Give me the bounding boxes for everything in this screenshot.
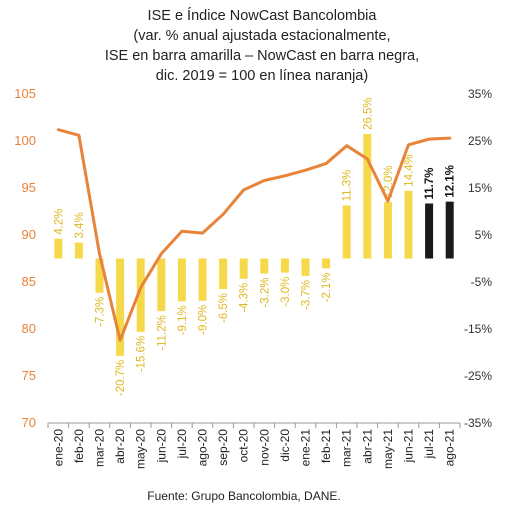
category-label: abr-21	[360, 429, 374, 464]
right-axis-tick-label: -35%	[464, 416, 492, 430]
source-note: Fuente: Grupo Bancolombia, DANE.	[147, 489, 340, 503]
title-line-3: ISE en barra amarilla – NowCast en barra…	[105, 48, 419, 64]
category-label: abr-20	[113, 429, 127, 464]
ise-bar	[74, 242, 83, 259]
ise-bar	[383, 202, 392, 259]
ise-bar	[301, 258, 310, 276]
ise-bar	[280, 258, 289, 273]
bar-value-label: 12.1%	[445, 165, 457, 198]
bar-labels-group: 4.2% 3.4% -7.3% -20.7% -15.6% -11.2% -9.1% -9.0…	[53, 97, 456, 396]
bar-value-label: -3.2%	[259, 278, 271, 308]
bar-value-label: -2.1%	[321, 272, 333, 302]
category-label: oct-20	[237, 429, 251, 463]
bar-value-label: 14.4%	[404, 154, 416, 187]
right-axis-tick-label: -5%	[471, 275, 493, 289]
category-label: feb-20	[72, 429, 86, 463]
bar-value-label: -4.3%	[239, 283, 251, 313]
ise-bar	[157, 258, 166, 312]
bar-value-label: -11.2%	[156, 315, 168, 351]
bar-value-label: -20.7%	[115, 360, 127, 396]
left-axis-tick-label: 90	[22, 227, 36, 242]
category-label: jul-21	[422, 429, 436, 460]
bar-value-label: 11.7%	[424, 168, 436, 200]
category-labels-group: ene-20 feb-20 mar-20 abr-20 may-20 jun-20 jul-…	[51, 429, 456, 469]
title-line-2: (var. % anual ajustada estacionalmente,	[133, 28, 390, 44]
category-label: feb-21	[319, 429, 333, 463]
bar-value-label: -6.5%	[218, 293, 230, 323]
bar-value-label: 3.4%	[74, 212, 86, 238]
right-axis-tick-label: -25%	[464, 369, 492, 383]
category-label: jun-20	[154, 429, 168, 464]
left-axis-tick-label: 85	[22, 274, 36, 289]
left-axis-tick-label: 70	[22, 415, 36, 430]
ise-bar	[342, 205, 351, 259]
left-axis: 70 75 80 85 90 95 100 105	[14, 86, 36, 430]
category-label: may-21	[381, 429, 395, 469]
left-axis-tick-label: 95	[22, 180, 36, 195]
ise-bar	[177, 258, 186, 302]
category-label: nov-20	[257, 429, 271, 466]
ise-bar	[260, 258, 269, 274]
right-axis-tick-label: 35%	[468, 87, 492, 101]
right-axis-tick-label: -15%	[464, 322, 492, 336]
bar-value-label: -9.0%	[198, 305, 210, 335]
bar-value-label: -3.7%	[301, 280, 313, 310]
bar-value-label: 4.2%	[53, 209, 65, 235]
ise-bar	[136, 258, 145, 332]
line-series-group	[56, 128, 452, 342]
bar-value-label: -3.0%	[280, 277, 292, 307]
nowcast-bar	[445, 201, 454, 259]
bars-group	[54, 133, 454, 356]
category-label: ago-20	[196, 429, 210, 467]
category-label: jun-21	[402, 429, 416, 464]
nowcast-bar	[425, 203, 434, 259]
x-ticks-group	[47, 423, 461, 428]
category-label: mar-21	[340, 429, 354, 467]
ise-bar	[198, 258, 207, 301]
bar-value-label: -9.1%	[177, 305, 189, 335]
category-label: mar-20	[93, 429, 107, 467]
category-label: ene-21	[299, 429, 313, 467]
left-axis-tick-label: 105	[14, 86, 36, 101]
ise-bar	[219, 258, 228, 290]
title-line-1: ISE e Índice NowCast Bancolombia	[148, 7, 378, 24]
ise-bar	[116, 258, 125, 356]
ise-bar	[363, 133, 372, 259]
bar-value-label: -7.3%	[95, 297, 107, 327]
category-label: ago-21	[443, 429, 457, 467]
category-label: ene-20	[51, 429, 65, 467]
category-label: sep-20	[216, 429, 230, 466]
ise-bar	[322, 258, 331, 269]
chart-title: ISE e Índice NowCast Bancolombia (var. %…	[105, 7, 419, 84]
index-line	[56, 128, 452, 342]
category-label: jul-20	[175, 429, 189, 460]
left-axis-tick-label: 100	[14, 133, 36, 148]
ise-bar	[95, 258, 104, 293]
bar-value-label: -15.6%	[136, 336, 148, 372]
left-axis-tick-label: 75	[22, 368, 36, 383]
ise-bar	[54, 238, 63, 259]
left-axis-tick-label: 80	[22, 321, 36, 336]
category-label: may-20	[134, 429, 148, 469]
bar-value-label: 11.3%	[342, 170, 354, 202]
ise-bar	[404, 190, 413, 259]
right-axis: -35% -25% -15% -5% 5% 15% 25% 35%	[464, 87, 492, 430]
ise-bar	[239, 258, 248, 279]
right-axis-tick-label: 25%	[468, 134, 492, 148]
bar-value-label: 26.5%	[362, 97, 374, 130]
right-axis-tick-label: 5%	[475, 228, 493, 242]
title-line-4: dic. 2019 = 100 en línea naranja)	[156, 68, 368, 84]
right-axis-tick-label: 15%	[468, 181, 492, 195]
category-label: dic-20	[278, 429, 292, 462]
